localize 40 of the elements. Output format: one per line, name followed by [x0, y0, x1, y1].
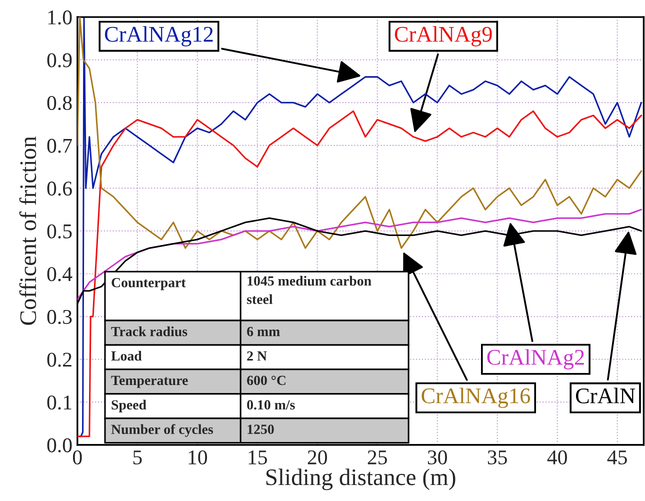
y-tick-label: 0.6 — [47, 182, 72, 196]
annotation: CrAlNAg2 — [487, 349, 584, 370]
x-tick-label: 30 — [428, 450, 447, 464]
x-tick-label: 40 — [547, 450, 567, 464]
annotation: Counterpart — [112, 278, 186, 290]
x-tick-label: 10 — [188, 450, 208, 464]
x-tick-label: 0 — [72, 450, 82, 464]
annotation: 0.10 m/s — [247, 400, 295, 410]
x-tick-label: 15 — [248, 450, 267, 464]
y-tick-label: 0.4 — [47, 267, 72, 282]
x-axis-title: Sliding distance (m) — [266, 468, 456, 490]
y-axis-title: Cofficent of friction — [19, 136, 36, 325]
annotation: CrAlN — [576, 388, 636, 404]
y-tick-label: 0.8 — [47, 96, 72, 110]
annotation: Track radius — [111, 326, 188, 336]
annotation: Number of cycles — [111, 424, 214, 437]
x-tick-label: 25 — [368, 450, 387, 464]
y-tick-label: 0.3 — [47, 310, 72, 324]
annotation: Speed — [112, 400, 146, 412]
x-tick-label: 5 — [133, 450, 142, 464]
y-tick-label: 0.7 — [47, 138, 72, 153]
y-tick-label: 0.5 — [47, 224, 72, 238]
y-tick-label: 1.0 — [48, 10, 72, 25]
annotation: 2 N — [247, 351, 267, 361]
annotation: CrAlNAg12 — [104, 26, 213, 46]
x-tick-label: 35 — [488, 450, 507, 464]
annotation: 1250 — [248, 424, 274, 434]
annotation: 600 °C — [247, 376, 286, 386]
x-tick-label: 20 — [308, 450, 327, 464]
annotation: CrAlNAg9 — [394, 26, 492, 46]
annotation: Load — [111, 350, 142, 361]
y-tick-label: 0.0 — [47, 438, 72, 452]
y-tick-label: 0.1 — [47, 395, 72, 410]
x-tick-label: 45 — [607, 450, 627, 464]
annotation: 6 mm — [247, 326, 280, 336]
y-tick-label: 0.9 — [47, 53, 72, 68]
annotation: Temperature — [111, 376, 188, 388]
annotation: 1045 medium carbon steel — [246, 276, 372, 304]
y-tick-label: 0.2 — [47, 352, 72, 367]
annotation: CrAlNAg16 — [422, 388, 530, 408]
